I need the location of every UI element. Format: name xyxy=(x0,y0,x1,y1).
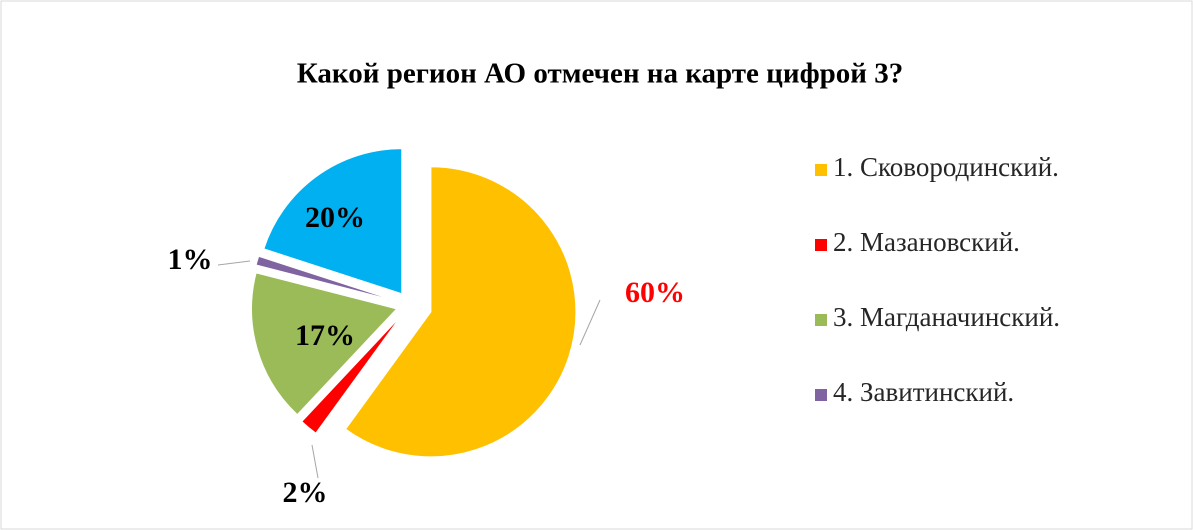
data-label: 2% xyxy=(283,476,328,509)
pie-slice xyxy=(251,272,398,416)
data-label: 20% xyxy=(305,201,365,234)
leader-line xyxy=(311,444,319,479)
legend-swatch xyxy=(815,389,827,401)
pie-slice xyxy=(301,315,402,434)
data-label: 60% xyxy=(625,276,685,309)
pie-slice xyxy=(263,148,403,295)
legend-label: 1. Сковородинский. xyxy=(833,152,1059,182)
pie-slice xyxy=(344,166,577,458)
data-label: 1% xyxy=(168,243,213,276)
legend-label: 2. Мазановский. xyxy=(833,227,1020,257)
pie-slice xyxy=(255,255,397,302)
leader-line xyxy=(579,299,601,346)
legend-label: 3. Магданачинский. xyxy=(833,302,1060,332)
legend-label: 4. Завитинский. xyxy=(833,377,1014,407)
legend-swatch xyxy=(815,314,827,326)
legend-swatch xyxy=(815,239,827,251)
chart-title: Какой регион АО отмечен на карте цифрой … xyxy=(297,58,903,90)
legend-swatch xyxy=(815,164,827,176)
data-label: 17% xyxy=(295,319,355,352)
leader-line xyxy=(217,260,251,266)
